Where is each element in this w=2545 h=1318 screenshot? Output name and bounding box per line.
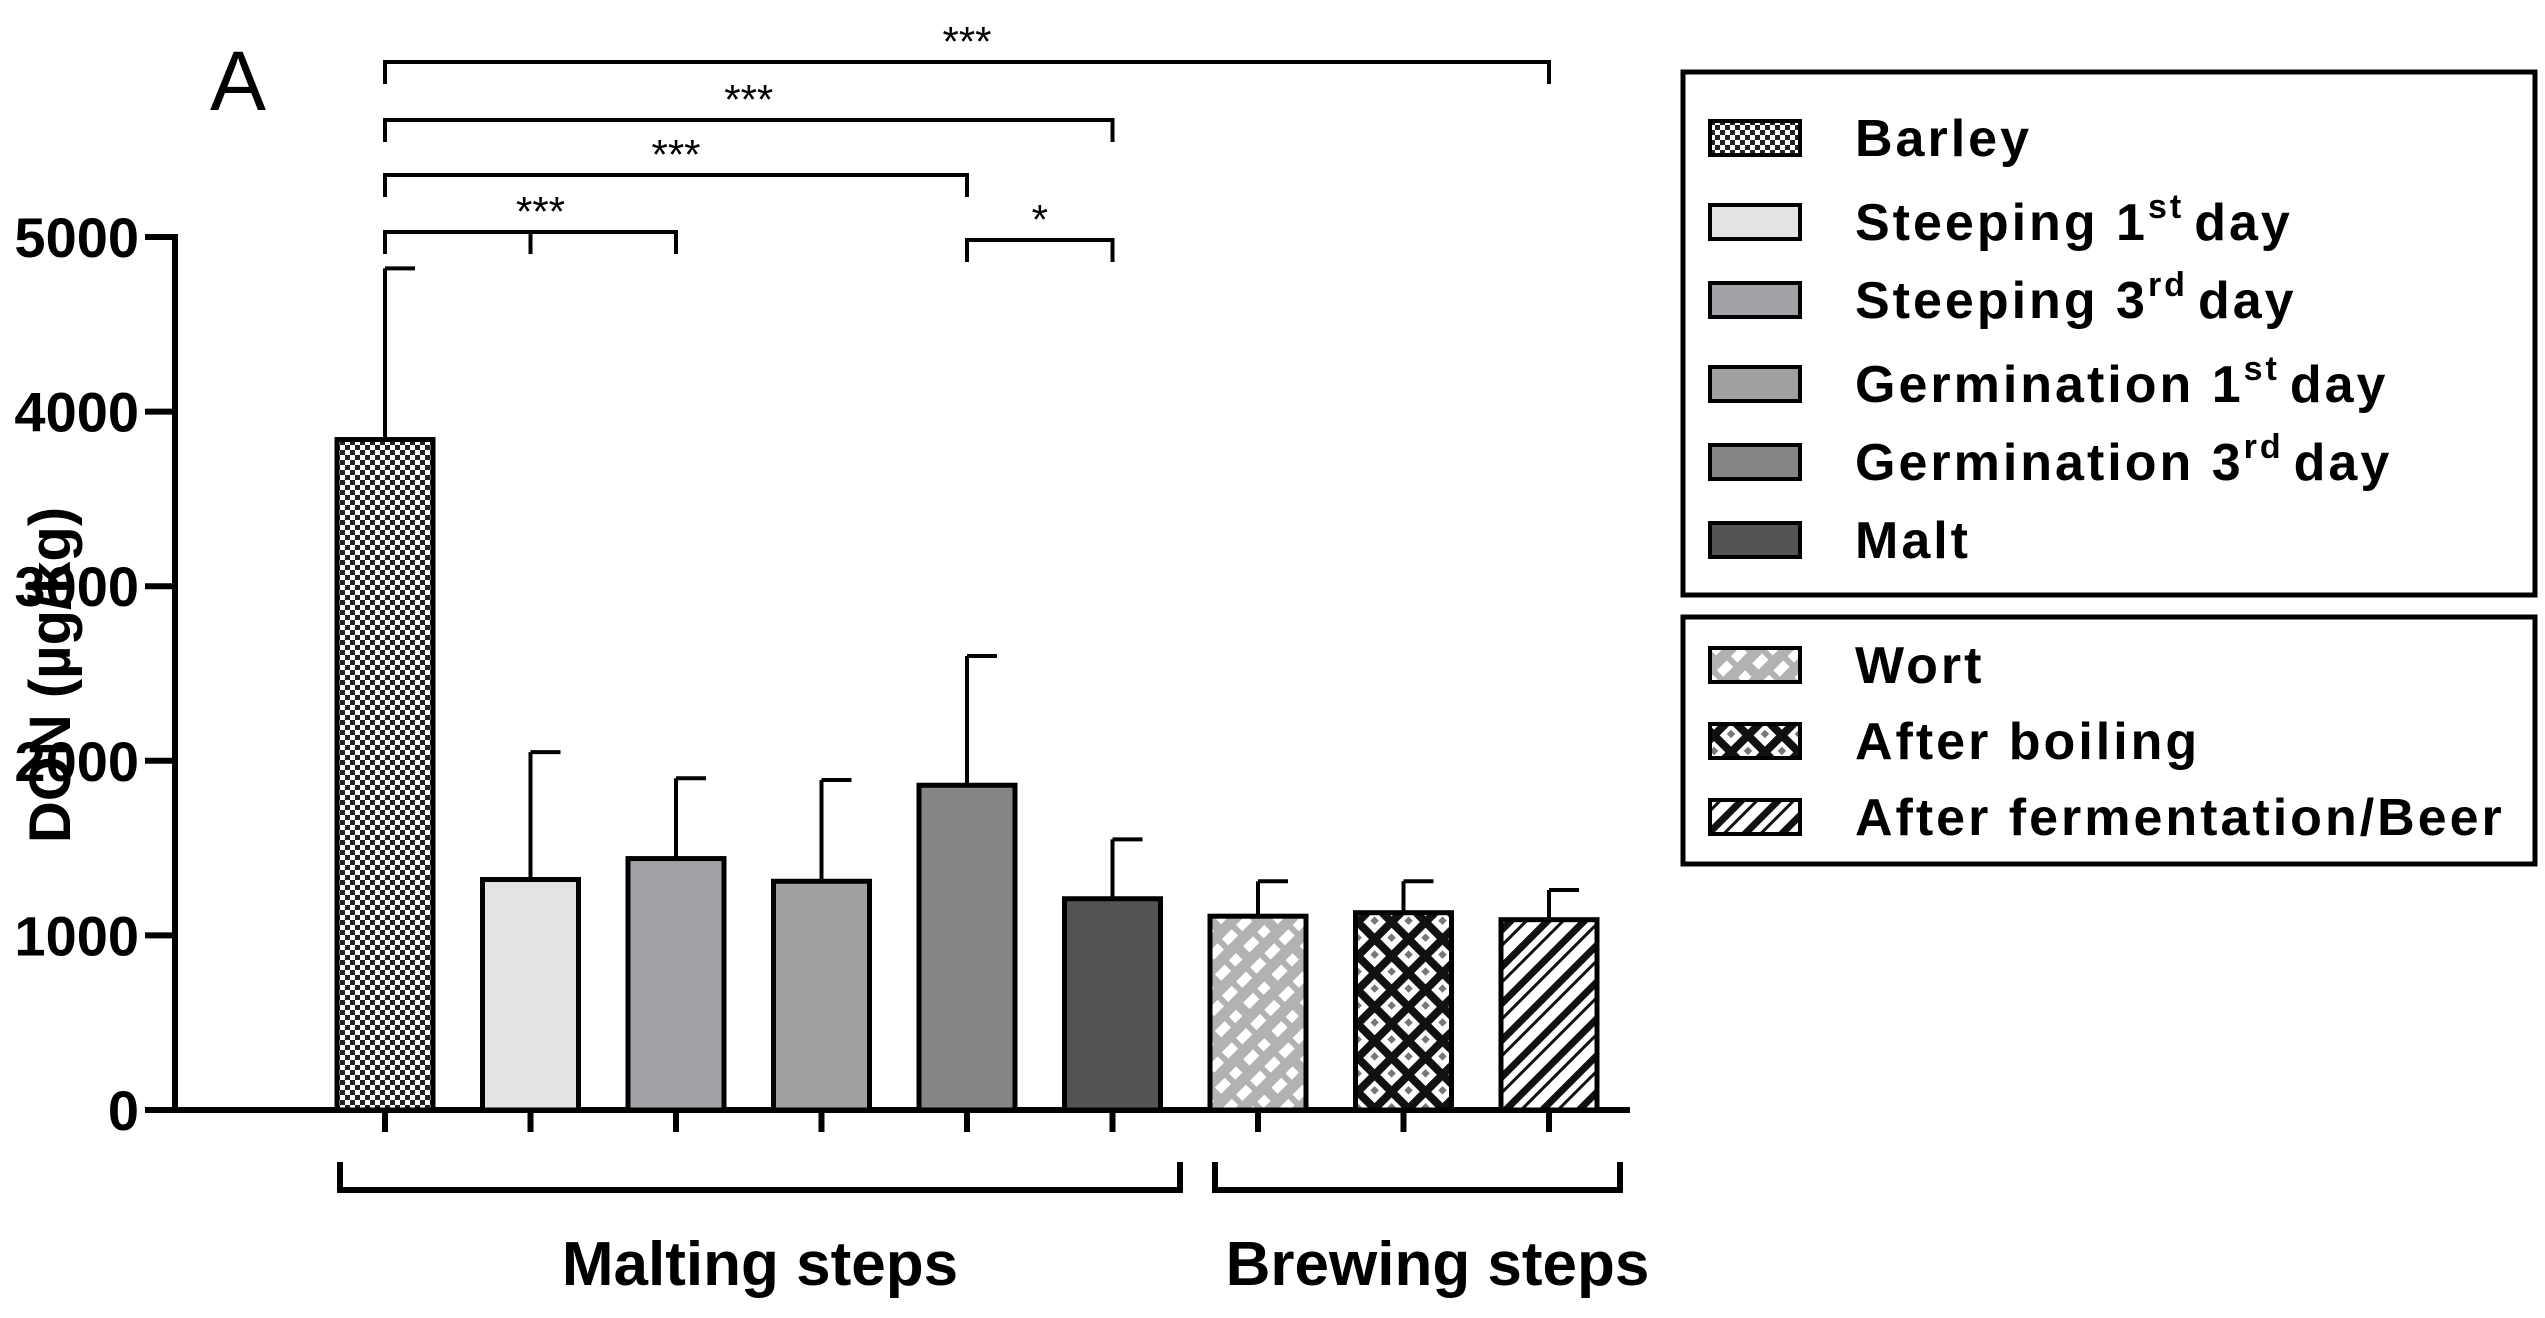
- panel-label: A: [210, 34, 266, 128]
- legend-swatch-barley: [1708, 119, 1802, 157]
- bar-germination-1st-day: [771, 878, 872, 1113]
- bar-after-boiling: [1353, 910, 1454, 1113]
- bar-malt: [1062, 896, 1163, 1113]
- legend-swatch-after-boiling: [1708, 722, 1802, 760]
- legend-swatch-germination-3rd: [1708, 443, 1802, 481]
- legend-swatch-wort: [1708, 646, 1802, 684]
- significance-bracket: [383, 173, 969, 197]
- y-axis-label: DON (µg/kg): [18, 507, 83, 843]
- significance-label: ***: [516, 188, 565, 235]
- y-tick-label: 5000: [14, 206, 139, 269]
- significance-label: ***: [651, 131, 700, 178]
- legend-label-after-fermentation-beer: After fermentation/Beer: [1855, 789, 2505, 847]
- significance-bracket: [965, 238, 1115, 262]
- y-tick-label: 3000: [14, 555, 139, 618]
- y-tick-label: 0: [108, 1079, 139, 1142]
- y-tick-label: 4000: [14, 381, 139, 444]
- legend-swatch-steeping-1st: [1708, 203, 1802, 241]
- bar-barley: [334, 437, 436, 1113]
- group-bracket-malting-steps: [337, 1162, 1183, 1193]
- y-tick-label: 1000: [14, 904, 139, 967]
- legend-label-germination-1st: Germination 1st day: [1855, 350, 2388, 414]
- legend-label-steeping-1st: Steeping 1st day: [1855, 188, 2293, 252]
- bar-wort: [1207, 913, 1309, 1113]
- significance-label: ***: [942, 18, 991, 65]
- bar-germination-3rd-day: [916, 782, 1018, 1113]
- legend-label-wort: Wort: [1855, 637, 1984, 695]
- error-bars: [383, 266, 1579, 920]
- legend-swatch-germination-1st: [1708, 365, 1802, 403]
- legend-box: [1680, 614, 2538, 867]
- significance-brackets: ************ *: [383, 18, 1551, 262]
- legend: Barley Steeping 1st day Steeping 3rd day Germ…: [1680, 69, 2538, 867]
- legend-label-barley: Barley: [1855, 110, 2032, 168]
- bar-steeping-3rd-day: [625, 856, 727, 1113]
- significance-bracket: [383, 118, 1115, 142]
- legend-label-steeping-3rd: Steeping 3rd day: [1855, 266, 2297, 330]
- significance-label: ***: [724, 76, 773, 123]
- group-label-malting-steps: Malting steps: [562, 1230, 958, 1299]
- bar-steeping-1st-day: [480, 877, 581, 1113]
- legend-label-germination-3rd: Germination 3rd day: [1855, 428, 2392, 492]
- group-label-brewing-steps: Brewing steps: [1226, 1230, 1650, 1299]
- legend-label-malt: Malt: [1855, 512, 1971, 570]
- group-bracket-brewing-steps: [1212, 1162, 1623, 1193]
- axes: 0 1000 2000 3000 4000 5000: [14, 206, 1630, 1142]
- legend-swatch-malt: [1708, 521, 1802, 559]
- bar-after-fermentation-beer: [1498, 917, 1600, 1113]
- legend-label-after-boiling: After boiling: [1855, 713, 2200, 771]
- significance-bracket: [383, 60, 1551, 84]
- significance-label: *: [1032, 196, 1048, 243]
- legend-box: [1680, 69, 2538, 598]
- group-brackets: Malting steps Brewing steps: [337, 1162, 1650, 1299]
- y-tick-label: 2000: [14, 730, 139, 793]
- legend-swatch-after-fermentation-beer: [1708, 798, 1802, 836]
- legend-swatch-steeping-3rd: [1708, 281, 1802, 319]
